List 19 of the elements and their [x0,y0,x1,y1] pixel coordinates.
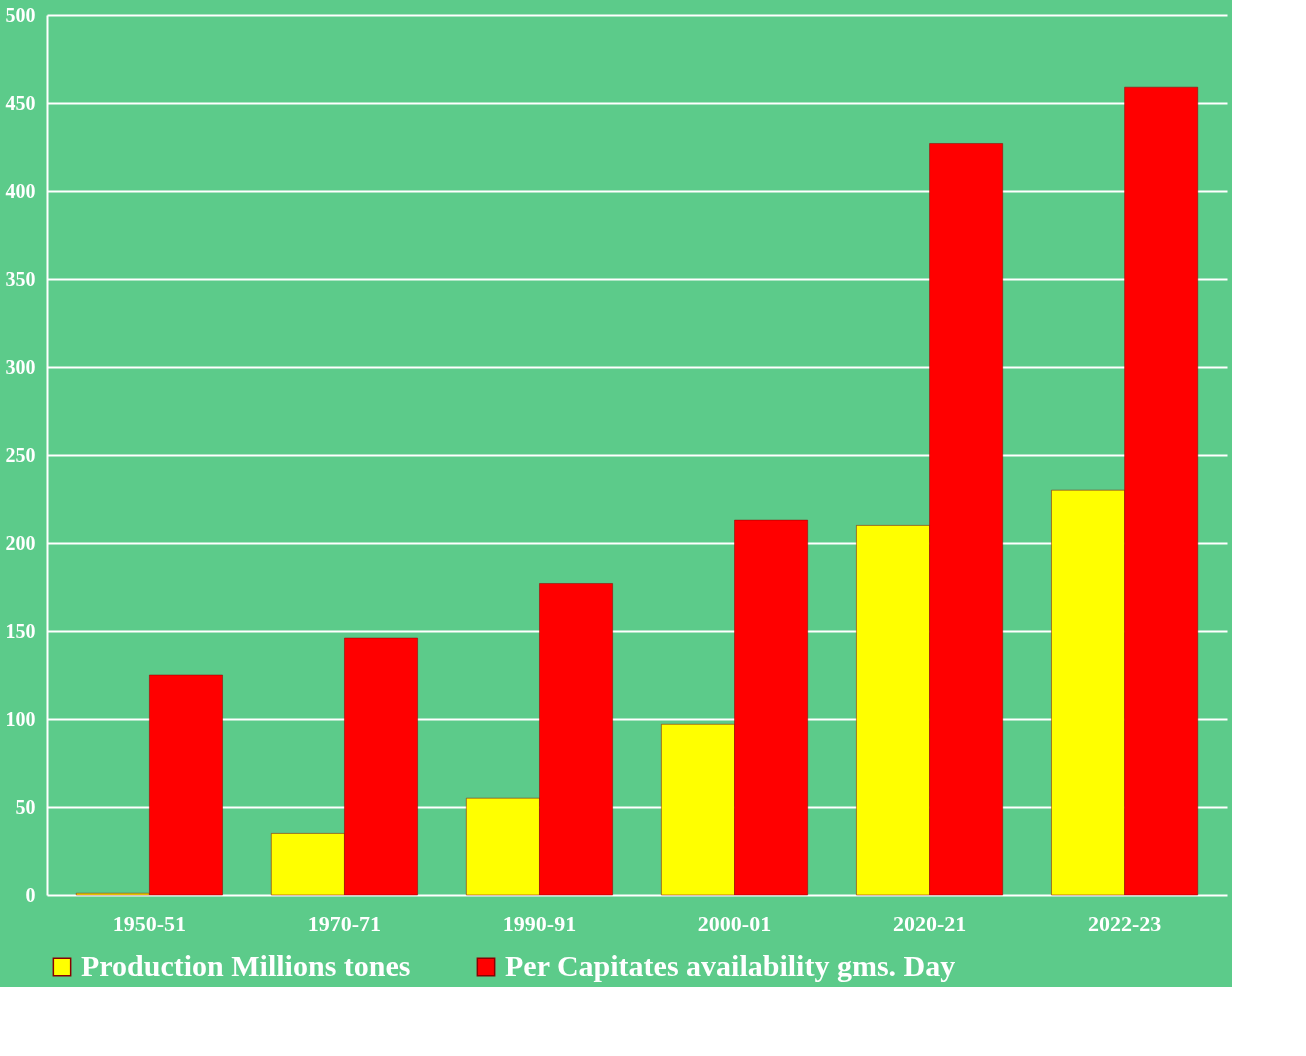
y-tick-label: 350 [5,267,36,290]
x-tick-label: 2000-01 [697,910,772,936]
y-tick-label: 0 [25,883,36,906]
y-tick-label: 400 [5,179,36,202]
y-tick-label: 200 [5,531,36,554]
legend-label: Production Millions tones [81,949,411,982]
x-tick-label: 2022-23 [1087,910,1162,936]
y-tick-label: 100 [5,707,36,730]
y-tick-label: 150 [5,619,36,642]
y-tick-label: 450 [5,91,36,114]
y-tick-label: 250 [5,443,36,466]
x-tick-label: 2020-21 [892,910,967,936]
legend-label: Per Capitates availability gms. Day [505,949,956,982]
y-tick-label: 50 [15,795,36,818]
x-tick-label: 1950-51 [112,910,187,936]
y-tick-label: 500 [5,3,36,26]
x-tick-label: 1970-71 [307,910,382,936]
y-tick-label: 300 [5,355,36,378]
x-tick-label: 1990-91 [502,910,577,936]
